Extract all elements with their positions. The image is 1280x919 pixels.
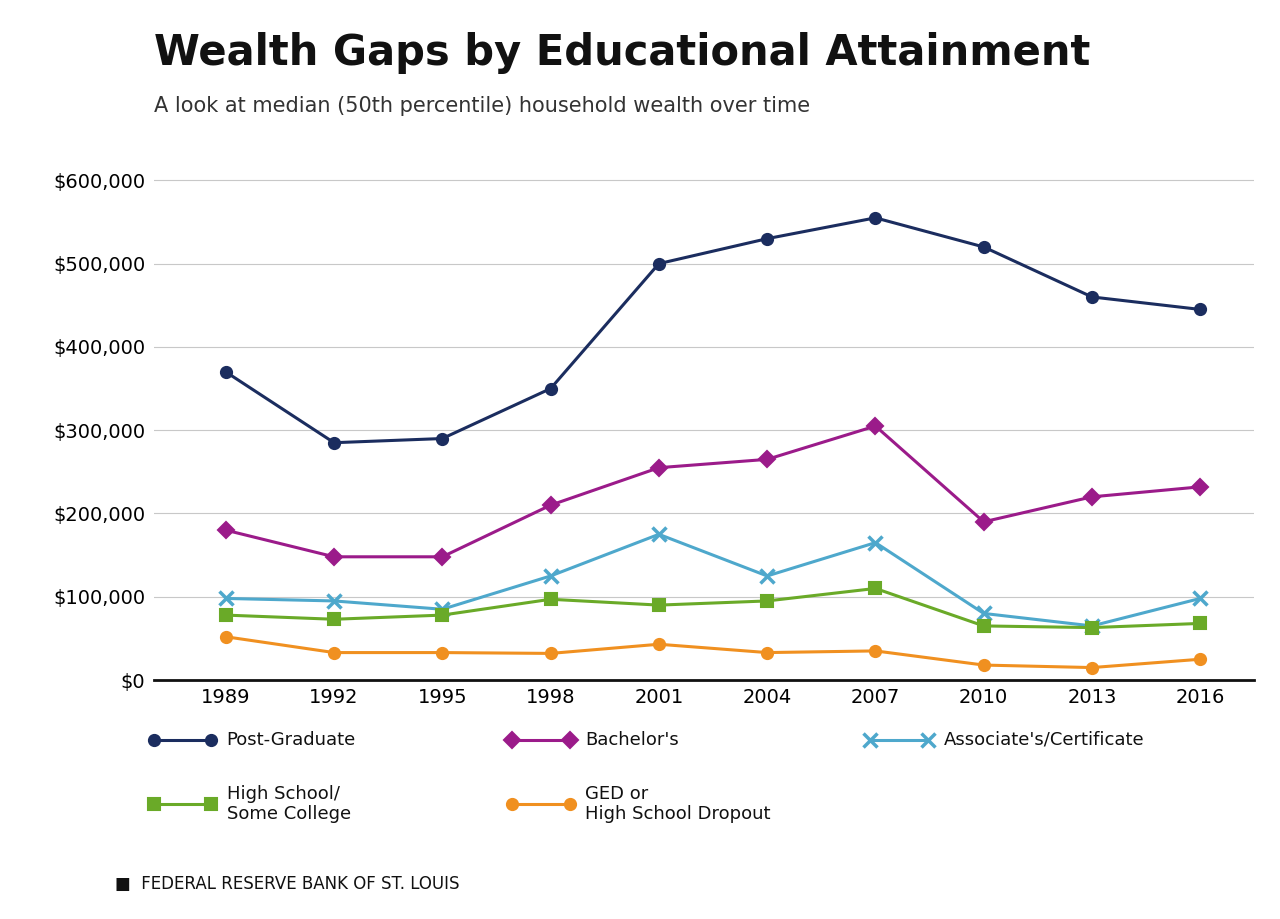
Text: High School/: High School/: [227, 785, 339, 803]
Text: GED or: GED or: [585, 785, 648, 803]
Text: Bachelor's: Bachelor's: [585, 731, 678, 749]
Text: A look at median (50th percentile) household wealth over time: A look at median (50th percentile) house…: [154, 96, 810, 117]
Text: Wealth Gaps by Educational Attainment: Wealth Gaps by Educational Attainment: [154, 32, 1091, 74]
Text: ■  FEDERAL RESERVE BANK OF ST. LOUIS: ■ FEDERAL RESERVE BANK OF ST. LOUIS: [115, 875, 460, 893]
Text: Associate's/Certificate: Associate's/Certificate: [943, 731, 1144, 749]
Text: High School Dropout: High School Dropout: [585, 805, 771, 823]
Text: Post-Graduate: Post-Graduate: [227, 731, 356, 749]
Text: Some College: Some College: [227, 805, 351, 823]
